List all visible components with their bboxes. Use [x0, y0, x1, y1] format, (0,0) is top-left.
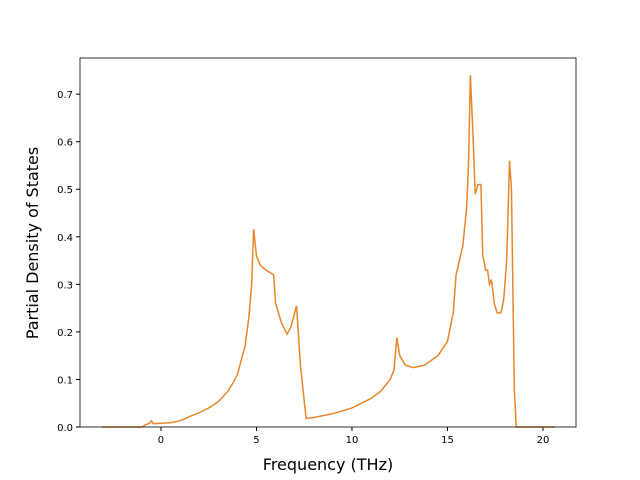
x-tick-label: 15 — [441, 435, 454, 446]
y-axis-label: Partial Density of States — [23, 147, 42, 339]
x-tick-label: 10 — [346, 435, 359, 446]
y-tick-label: 0.4 — [57, 233, 73, 244]
y-tick-label: 0.5 — [57, 185, 73, 196]
y-tick-label: 0.1 — [57, 375, 73, 386]
y-tick-label: 0.0 — [57, 423, 73, 434]
y-tick-label: 0.2 — [57, 328, 73, 339]
plot-frame — [79, 57, 577, 428]
x-tick-label: 5 — [253, 435, 259, 446]
y-tick-label: 0.6 — [57, 138, 73, 149]
x-tick-label: 0 — [158, 435, 164, 446]
data-line — [101, 75, 555, 428]
y-tick-label: 0.3 — [57, 280, 73, 291]
x-axis-label: Frequency (THz) — [263, 455, 393, 474]
y-tick-label: 0.7 — [57, 90, 73, 101]
x-tick-label: 20 — [537, 435, 550, 446]
